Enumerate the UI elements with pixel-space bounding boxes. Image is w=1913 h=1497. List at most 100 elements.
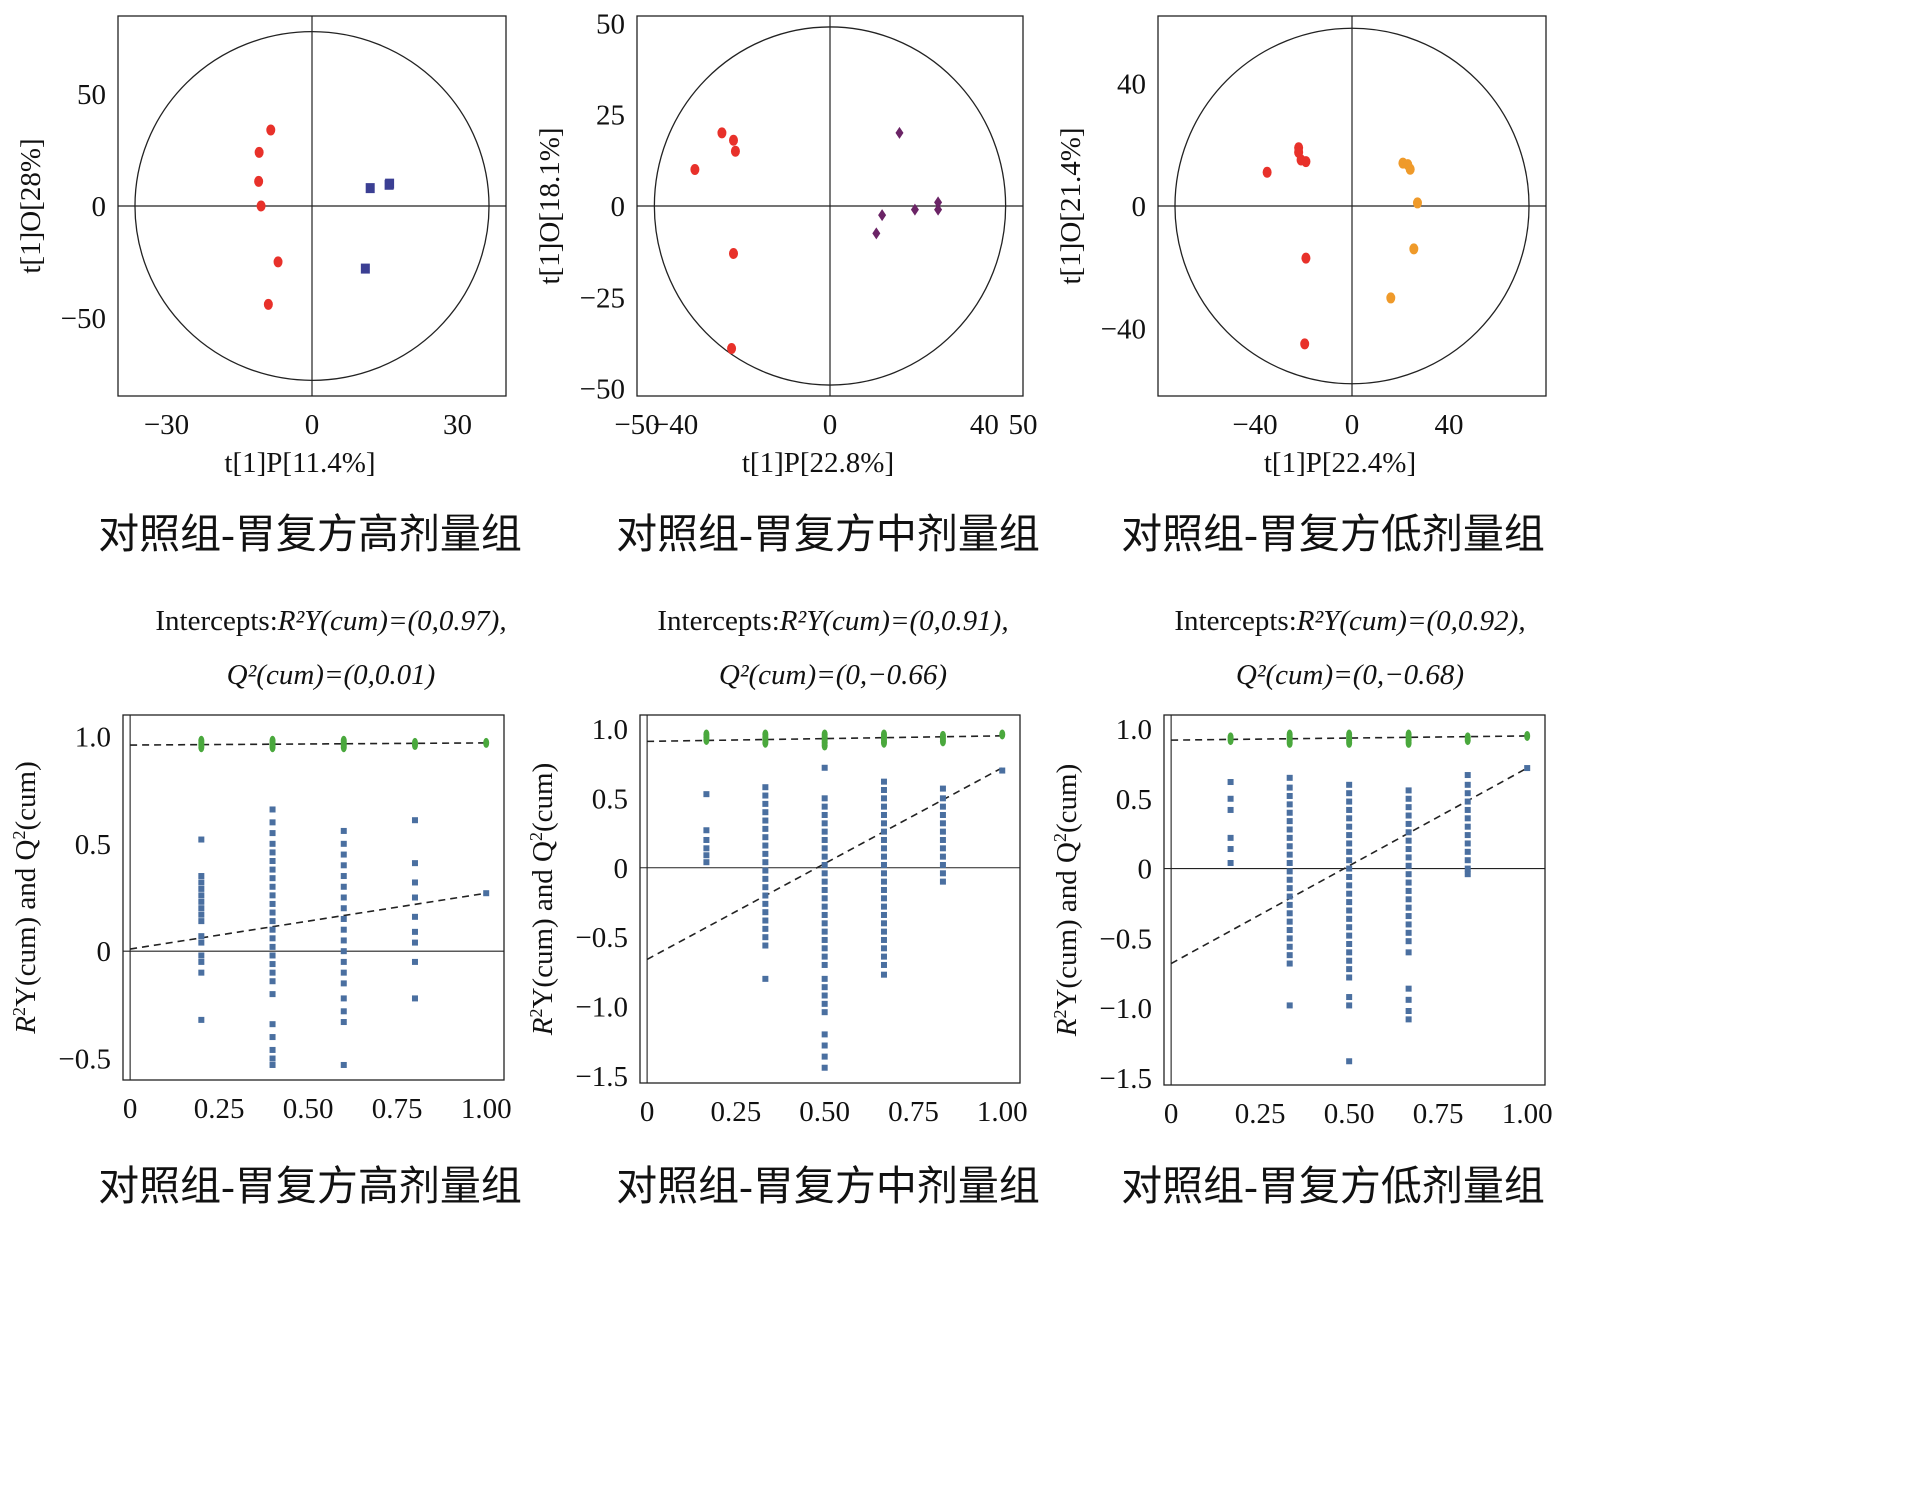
- opls-score-high: −30 0 30 50 0 −50 对照组-胃复方高剂量组 t[1]P[11.4%] t[1]O…: [15, 15, 522, 557]
- q2-point: [821, 895, 828, 902]
- q2-point: [1346, 848, 1353, 855]
- q2-point: [1286, 876, 1293, 883]
- q2-point: [762, 817, 769, 824]
- y-tick-label: −1.5: [575, 1061, 628, 1093]
- q2-point: [340, 958, 347, 965]
- q2-point: [1286, 927, 1293, 934]
- q2-point: [1405, 854, 1412, 861]
- x-tick-label: 0.75: [888, 1096, 939, 1128]
- q2-point: [1346, 1058, 1353, 1065]
- q2-point: [269, 883, 276, 890]
- q2-point: [703, 791, 710, 798]
- q2-point: [269, 943, 276, 950]
- q2-point: [821, 861, 828, 868]
- q2-point: [198, 885, 205, 892]
- q2-point: [340, 840, 347, 847]
- q2-point: [821, 920, 828, 927]
- q2-point: [821, 945, 828, 952]
- score-point: [1405, 163, 1415, 175]
- q2-point: [1405, 829, 1412, 836]
- q2-point: [269, 918, 276, 925]
- q2-point: [880, 811, 887, 818]
- q2-point: [1464, 772, 1471, 779]
- q2-point: [198, 911, 205, 918]
- r2-intercept: R²Y(cum)=(0,0.92),: [1296, 605, 1526, 637]
- q2-point: [198, 879, 205, 886]
- intercepts-label: Intercepts:: [657, 605, 779, 637]
- y-label-mid: Y(cum) and Q: [527, 841, 559, 1009]
- q2-point: [1286, 901, 1293, 908]
- q2-point: [198, 918, 205, 925]
- q2-point: [821, 845, 828, 852]
- q2-point: [1346, 1002, 1353, 1009]
- q2-point: [1464, 781, 1471, 788]
- q2-point: [1464, 832, 1471, 839]
- q2-point: [340, 995, 347, 1002]
- score-point: [878, 209, 887, 222]
- q2-point: [1346, 815, 1353, 822]
- q2-point: [939, 878, 946, 885]
- q2-point: [1227, 795, 1234, 802]
- q2-point: [1286, 826, 1293, 833]
- q2-point: [821, 936, 828, 943]
- x-tick-label: 0: [1345, 409, 1360, 441]
- y-label-r: R: [1051, 1018, 1083, 1037]
- q2-point: [340, 980, 347, 987]
- q2-point: [880, 928, 887, 935]
- q2-point: [762, 942, 769, 949]
- q2-point: [1346, 823, 1353, 830]
- q2-point: [340, 1061, 347, 1068]
- q2-point: [1405, 837, 1412, 844]
- q2-point: [821, 992, 828, 999]
- q2-point: [999, 767, 1006, 774]
- q2-point: [1286, 910, 1293, 917]
- score-point: [1409, 243, 1419, 255]
- q2-point: [1346, 840, 1353, 847]
- plot-frame: [1163, 714, 1546, 1086]
- q2-point: [939, 845, 946, 852]
- r2-intercept: R²Y(cum)=(0,0.91),: [779, 605, 1009, 637]
- q2-point: [1405, 929, 1412, 936]
- q2-point: [821, 903, 828, 910]
- q2-point: [762, 850, 769, 857]
- superscript-2: 2: [9, 831, 29, 840]
- score-point: [717, 127, 727, 139]
- q2-point: [1405, 862, 1412, 869]
- superscript-2: 2: [1050, 833, 1070, 842]
- q2-point: [269, 926, 276, 933]
- x-tick-label: 0.75: [372, 1093, 423, 1125]
- y-tick-label: −50: [61, 303, 106, 335]
- x-axis-label: t[1]P[22.4%]: [1264, 447, 1416, 479]
- q2-point: [1346, 865, 1353, 872]
- q2-point: [1286, 868, 1293, 875]
- q2-point: [483, 890, 490, 897]
- q2-point: [1346, 915, 1353, 922]
- q2-point: [880, 803, 887, 810]
- q2-point: [269, 978, 276, 985]
- y-tick-label: 25: [596, 100, 625, 132]
- q2-point: [1286, 792, 1293, 799]
- q2-point: [1405, 996, 1412, 1003]
- x-tick-label: 1.00: [977, 1096, 1028, 1128]
- score-point: [934, 196, 943, 209]
- q2-point: [821, 803, 828, 810]
- q2-point: [1464, 840, 1471, 847]
- y-label-end: (cum): [10, 761, 42, 830]
- q2-point: [198, 905, 205, 912]
- q2-point: [762, 917, 769, 924]
- q2-point: [880, 870, 887, 877]
- figure-canvas: −30 0 30 50 0 −50 对照组-胃复方高剂量组 t[1]P[11.4%] t[1]O…: [9, 8, 1553, 1209]
- panel-caption: 对照组-胃复方中剂量组: [616, 511, 1040, 557]
- score-point: [730, 145, 740, 157]
- plot-frame: [639, 714, 1021, 1084]
- q2-point: [1346, 873, 1353, 880]
- q2-point: [269, 1034, 276, 1041]
- y-tick-label: 0.5: [592, 783, 628, 815]
- q2-point: [1405, 846, 1412, 853]
- q2-point: [1346, 857, 1353, 864]
- q2-point: [269, 935, 276, 942]
- q2-point: [1227, 860, 1234, 866]
- q2-point: [762, 875, 769, 882]
- q2-point: [1227, 779, 1234, 786]
- r2-point: [1227, 732, 1234, 743]
